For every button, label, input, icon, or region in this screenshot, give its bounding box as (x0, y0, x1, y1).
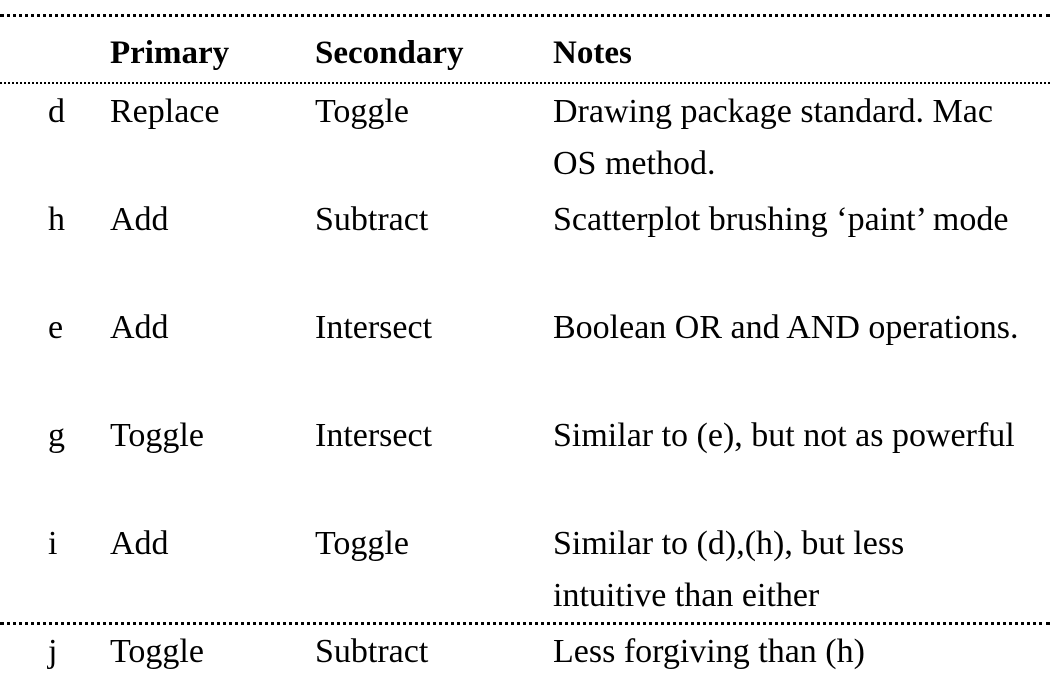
table-row: e Add Intersect Boolean OR and AND opera… (0, 302, 1062, 410)
header-secondary: Secondary (315, 35, 464, 71)
row-secondary: Subtract (315, 201, 429, 238)
table-body: d Replace Toggle Drawing package standar… (0, 86, 1062, 680)
row-primary: Add (110, 525, 169, 562)
row-id: e (48, 309, 64, 346)
row-id: d (48, 93, 65, 130)
row-primary: Add (110, 201, 169, 238)
table-header: Primary Secondary Notes (0, 28, 1062, 78)
row-id: g (48, 417, 65, 454)
row-id: j (48, 633, 58, 670)
bottom-rule (0, 622, 1050, 625)
table-row: j Toggle Subtract Less forgiving than (h… (0, 626, 1062, 680)
row-notes: Boolean OR and AND operations. (553, 309, 1019, 346)
header-rule (0, 82, 1050, 84)
row-secondary: Toggle (315, 93, 409, 130)
row-secondary: Intersect (315, 309, 433, 346)
row-id: h (48, 201, 65, 238)
table-row: d Replace Toggle Drawing package standar… (0, 86, 1062, 194)
row-notes: Less forgiving than (h) (553, 633, 865, 670)
row-notes: Similar to (d),(h), but less intuitive t… (553, 525, 905, 614)
row-secondary: Intersect (315, 417, 433, 454)
header-primary: Primary (110, 35, 230, 71)
row-secondary: Toggle (315, 525, 409, 562)
row-notes: Similar to (e), but not as powerful (553, 417, 1015, 454)
row-primary: Replace (110, 93, 220, 130)
table-row: g Toggle Intersect Similar to (e), but n… (0, 410, 1062, 518)
row-primary: Toggle (110, 633, 204, 670)
header-notes: Notes (553, 35, 632, 71)
row-primary: Add (110, 309, 169, 346)
row-primary: Toggle (110, 417, 204, 454)
selection-modes-table: Primary Secondary Notes d Replace Toggle… (0, 14, 1062, 670)
row-notes: Drawing package standard. Mac OS method. (553, 93, 993, 182)
row-secondary: Subtract (315, 633, 429, 670)
row-id: i (48, 525, 58, 562)
row-notes: Scatterplot brushing ‘paint’ mode (553, 201, 1009, 238)
table-row: i Add Toggle Similar to (d),(h), but les… (0, 518, 1062, 626)
table-row: h Add Subtract Scatterplot brushing ‘pai… (0, 194, 1062, 302)
top-rule (0, 14, 1050, 17)
